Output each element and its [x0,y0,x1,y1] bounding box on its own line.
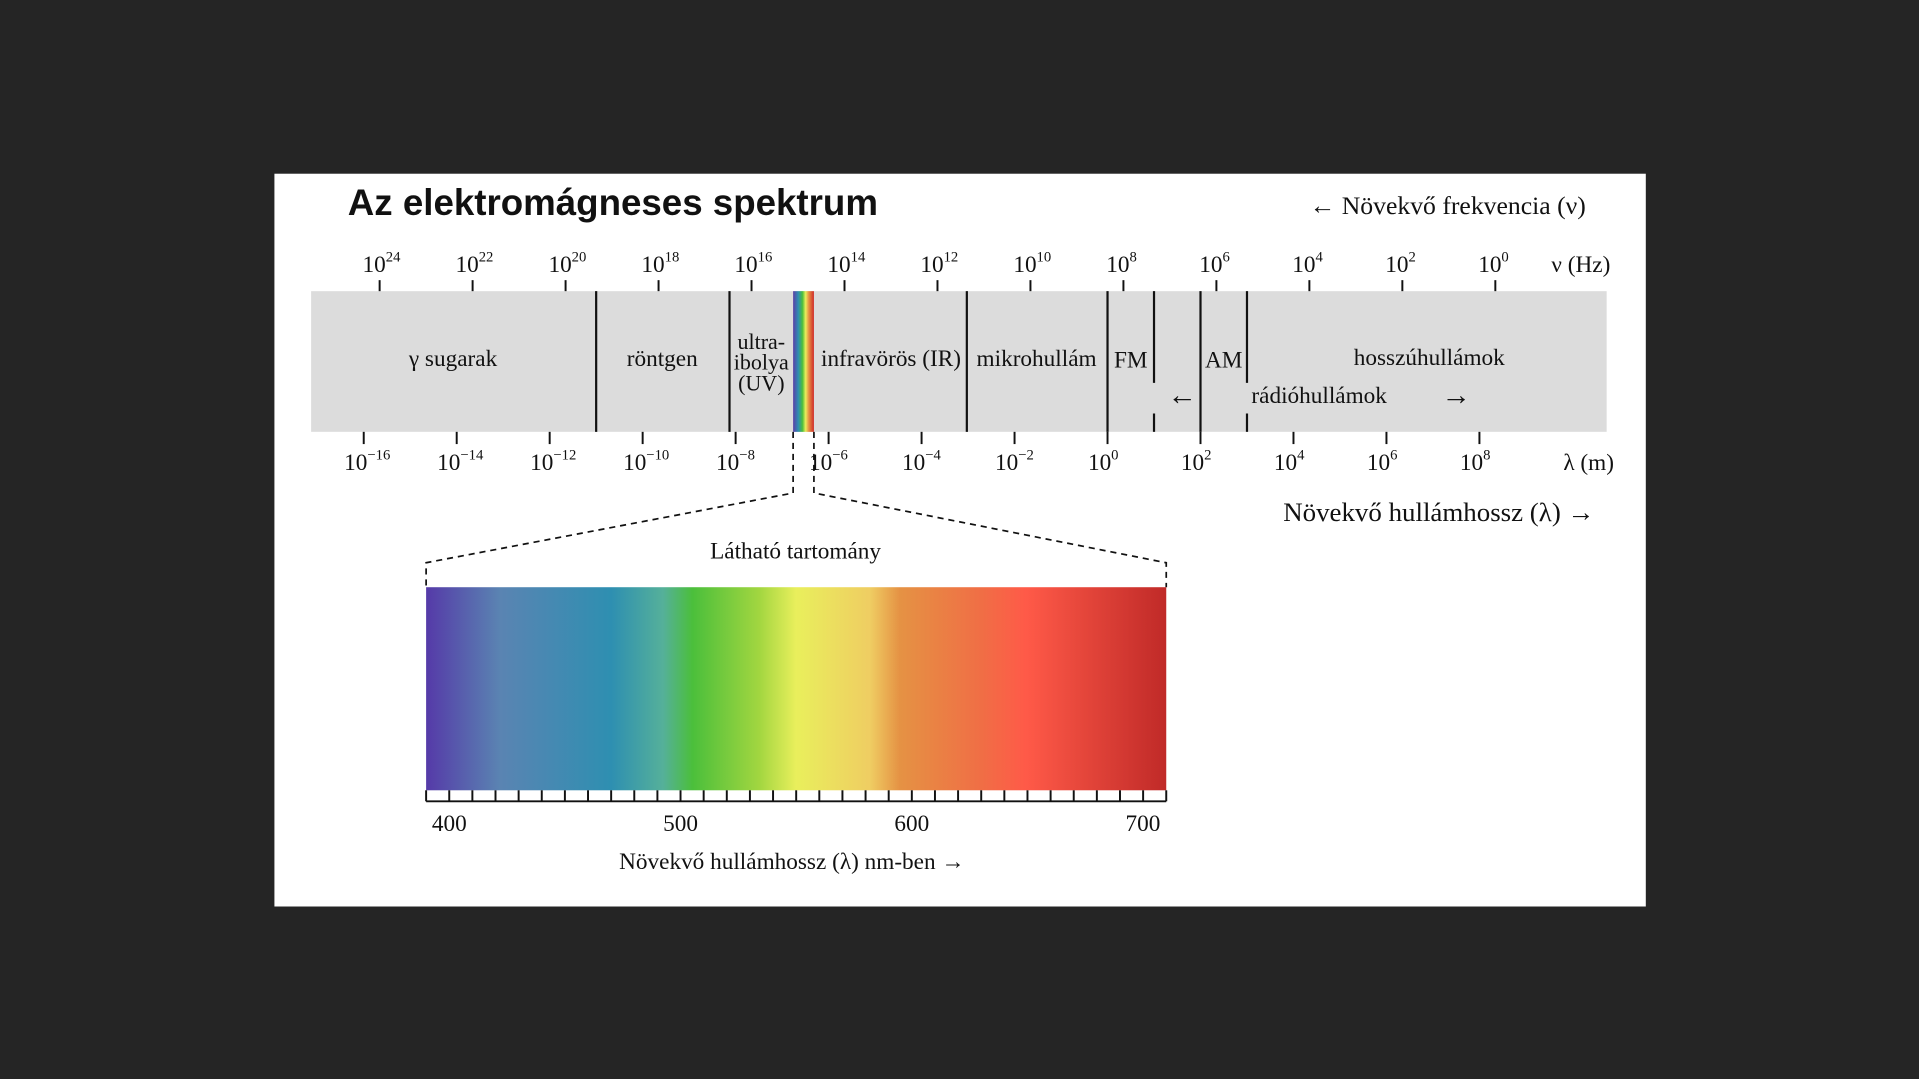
ruler-label: 600 [894,811,929,837]
ruler-label: 700 [1126,811,1161,837]
dividers [595,291,1249,432]
visible-title: Látható tartomány [710,538,881,564]
spectrum-band [311,291,1607,432]
tick-base: 10 [995,450,1018,476]
band-label: ultra- [737,329,785,354]
tick-exponent: 12 [944,250,959,266]
wavelength-unit: λ (m) [1563,450,1614,476]
title: Az elektromágneses spektrum [348,182,878,223]
tick-base: 10 [1460,450,1483,476]
zoom-line [425,431,794,588]
tick-base: 10 [437,450,460,476]
tick-exponent: −16 [367,448,390,464]
band-label: rádióhullámok [1251,383,1387,409]
tick-base: 10 [641,252,664,278]
tick-base: 10 [623,450,646,476]
tick-base: 10 [920,252,943,278]
zoom-line [813,431,1168,588]
band-label: γ sugarak [408,346,498,372]
tick-exponent: −14 [460,448,484,464]
band-label: infravörös (IR) [821,346,961,372]
tick-exponent: −10 [646,448,669,464]
band-label: mikrohullám [977,346,1097,372]
tick-exponent: 18 [665,250,680,266]
tick-base: 10 [1106,252,1129,278]
tick-base: 10 [344,450,367,476]
tick-exponent: 6 [1390,448,1397,464]
band-label: hosszúhullámok [1354,345,1505,371]
tick-exponent: 14 [851,250,866,266]
tick-base: 10 [548,252,571,278]
visible-axis-label: Növekvő hullámhossz (λ) nm-ben → [619,849,965,875]
band-label: (UV) [738,370,784,395]
ruler-label: 500 [663,811,698,837]
tick-exponent: 24 [386,250,401,266]
tick-base: 10 [1181,450,1204,476]
band-label: röntgen [627,346,698,372]
tick-base: 10 [1088,450,1111,476]
tick-exponent: 4 [1315,250,1323,266]
tick-exponent: −6 [832,448,848,464]
visible-spectrum [426,587,1167,791]
radio-arrow: → [1442,379,1471,411]
tick-exponent: 20 [572,250,587,266]
tick-base: 10 [827,252,850,278]
tick-exponent: −8 [739,448,755,464]
tick-exponent: 16 [758,250,773,266]
tick-exponent: −12 [553,448,576,464]
frequency-direction: ← Növekvő frekvencia (ν) [1310,191,1586,220]
tick-exponent: 8 [1483,448,1490,464]
tick-base: 10 [902,450,925,476]
tick-base: 10 [1013,252,1036,278]
tick-base: 10 [1292,252,1315,278]
tick-base: 10 [1199,252,1222,278]
band-label: ibolya [734,350,789,375]
tick-exponent: 0 [1111,448,1118,464]
tick-exponent: 10 [1037,250,1052,266]
tick-exponent: 2 [1204,448,1211,464]
tick-base: 10 [1385,252,1408,278]
tick-base: 10 [716,450,739,476]
tick-exponent: 22 [479,250,494,266]
visible-strip [793,291,814,432]
band-label: AM [1205,347,1242,373]
tick-exponent: 8 [1130,250,1137,266]
panel [274,173,1646,907]
tick-base: 10 [363,252,386,278]
tick-base: 10 [809,450,832,476]
tick-exponent: 6 [1223,250,1230,266]
tick-base: 10 [1367,450,1390,476]
tick-exponent: 2 [1408,250,1415,266]
tick-base: 10 [530,450,553,476]
frequency-unit: ν (Hz) [1551,252,1610,278]
tick-exponent: −2 [1018,448,1034,464]
tick-base: 10 [455,252,478,278]
tick-base: 10 [734,252,757,278]
radio-arrow: ← [1167,379,1196,411]
tick-exponent: 4 [1297,448,1305,464]
tick-base: 10 [1274,450,1297,476]
tick-exponent: 0 [1501,250,1508,266]
ruler-label: 400 [432,811,467,837]
tick-base: 10 [1478,252,1501,278]
band-label: FM [1114,347,1148,373]
tick-exponent: −4 [925,448,941,464]
wavelength-direction: Növekvő hullámhossz (λ) → [1283,497,1594,527]
